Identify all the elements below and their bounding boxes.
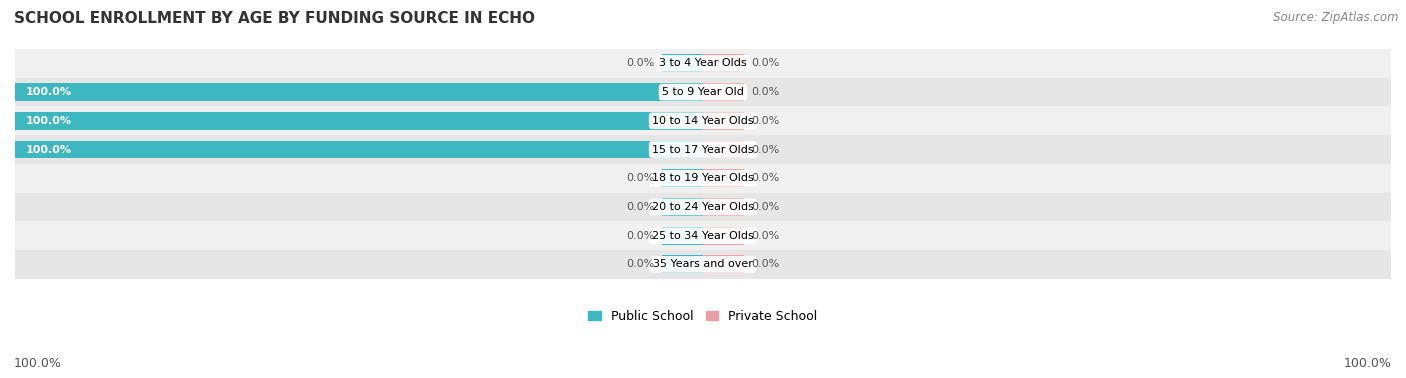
Bar: [662, 227, 703, 245]
Text: 0.0%: 0.0%: [627, 58, 655, 68]
Text: 0.0%: 0.0%: [751, 116, 779, 126]
Text: 0.0%: 0.0%: [751, 173, 779, 183]
Bar: [15, 141, 703, 158]
Legend: Public School, Private School: Public School, Private School: [588, 310, 818, 323]
Text: 10 to 14 Year Olds: 10 to 14 Year Olds: [652, 116, 754, 126]
Text: 0.0%: 0.0%: [751, 202, 779, 212]
Bar: [15, 78, 1391, 107]
Text: 15 to 17 Year Olds: 15 to 17 Year Olds: [652, 144, 754, 155]
Bar: [662, 54, 703, 72]
Text: 100.0%: 100.0%: [14, 358, 62, 370]
Text: 100.0%: 100.0%: [1344, 358, 1392, 370]
Text: 0.0%: 0.0%: [751, 58, 779, 68]
Bar: [15, 222, 1391, 250]
Bar: [15, 164, 1391, 193]
Bar: [703, 141, 744, 158]
Text: 0.0%: 0.0%: [751, 259, 779, 270]
Text: 0.0%: 0.0%: [627, 231, 655, 241]
Text: 100.0%: 100.0%: [25, 144, 72, 155]
Bar: [15, 112, 703, 130]
Text: 0.0%: 0.0%: [751, 231, 779, 241]
Bar: [703, 83, 744, 101]
Bar: [15, 193, 1391, 222]
Bar: [15, 135, 1391, 164]
Text: 5 to 9 Year Old: 5 to 9 Year Old: [662, 87, 744, 97]
Bar: [703, 256, 744, 273]
Text: 0.0%: 0.0%: [627, 202, 655, 212]
Bar: [703, 54, 744, 72]
Bar: [662, 256, 703, 273]
Text: 20 to 24 Year Olds: 20 to 24 Year Olds: [652, 202, 754, 212]
Text: 18 to 19 Year Olds: 18 to 19 Year Olds: [652, 173, 754, 183]
Bar: [15, 83, 703, 101]
Text: 3 to 4 Year Olds: 3 to 4 Year Olds: [659, 58, 747, 68]
Text: SCHOOL ENROLLMENT BY AGE BY FUNDING SOURCE IN ECHO: SCHOOL ENROLLMENT BY AGE BY FUNDING SOUR…: [14, 11, 536, 26]
Bar: [703, 198, 744, 216]
Text: Source: ZipAtlas.com: Source: ZipAtlas.com: [1274, 11, 1399, 24]
Text: 35 Years and over: 35 Years and over: [652, 259, 754, 270]
Bar: [703, 227, 744, 245]
Text: 0.0%: 0.0%: [751, 87, 779, 97]
Bar: [703, 169, 744, 187]
Text: 100.0%: 100.0%: [25, 116, 72, 126]
Bar: [15, 107, 1391, 135]
Text: 25 to 34 Year Olds: 25 to 34 Year Olds: [652, 231, 754, 241]
Bar: [662, 198, 703, 216]
Text: 100.0%: 100.0%: [25, 87, 72, 97]
Text: 0.0%: 0.0%: [627, 173, 655, 183]
Text: 0.0%: 0.0%: [627, 259, 655, 270]
Bar: [703, 112, 744, 130]
Text: 0.0%: 0.0%: [751, 144, 779, 155]
Bar: [15, 49, 1391, 78]
Bar: [662, 169, 703, 187]
Bar: [15, 250, 1391, 279]
